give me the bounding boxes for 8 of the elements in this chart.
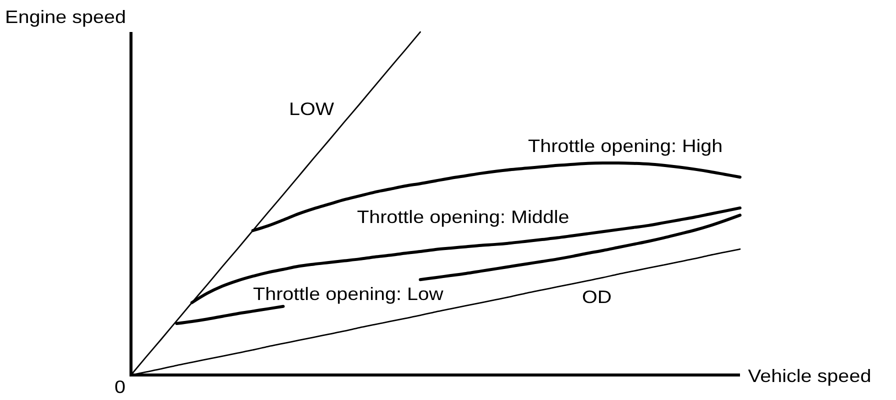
text: 0: [114, 378, 126, 398]
series-label: Throttle opening: High: [528, 136, 723, 157]
series-label: Throttle opening: Middle: [357, 208, 570, 228]
series-label: OD: [582, 288, 612, 308]
series-label: LOW: [289, 100, 334, 120]
series-label: Throttle opening: Low: [253, 284, 444, 305]
y-axis-title: Engine speed: [5, 8, 126, 28]
x-axis-title: Vehicle speed: [748, 366, 872, 387]
